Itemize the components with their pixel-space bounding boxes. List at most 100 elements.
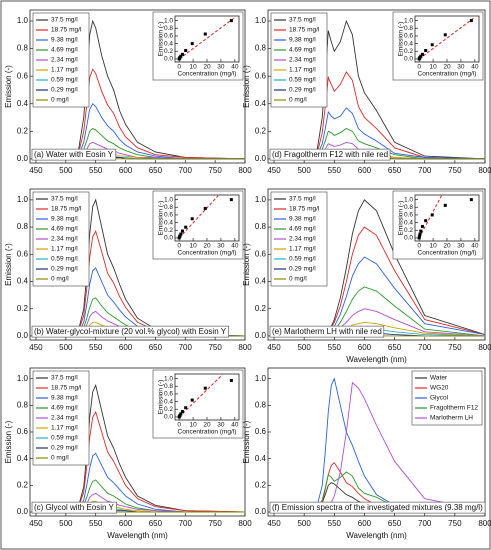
x-tick-label: 10 [429, 64, 437, 71]
panel-title-box [269, 148, 391, 161]
panel-title: (b) Water-glycol-mixture (20 vol.% glyco… [34, 327, 227, 336]
plot-frame [267, 367, 486, 517]
x-axis-label: Concentration (mg/l) [178, 429, 237, 436]
spectrum-line [274, 71, 485, 160]
y-tick-label: 0.4 [255, 99, 267, 108]
fit-line [178, 17, 236, 60]
x-tick-label: 750 [448, 519, 462, 528]
panel-title-box [269, 325, 385, 338]
data-point [419, 229, 423, 233]
y-tick-label: 1.0 [17, 374, 29, 383]
inset-frame [414, 194, 480, 242]
x-tick-label: 650 [149, 166, 163, 175]
legend-label: 18.75 mg/l [51, 385, 82, 392]
panel-title: (f) Emission spectra of the investigated… [272, 503, 483, 512]
legend-label: 4.69 mg/l [51, 226, 78, 233]
legend-box [32, 12, 90, 108]
x-tick-label: 450 [267, 166, 281, 175]
data-point [229, 379, 233, 383]
data-point [229, 19, 233, 23]
y-tick-label: 0.0 [404, 56, 413, 63]
legend-label: 2.34 mg/l [289, 236, 316, 243]
inset: 0.00.20.40.60.81.0 0 10 20 30 40 Emission (-) C… [152, 190, 244, 260]
y-tick-label: 1.0 [164, 196, 173, 203]
y-tick-label: 1.0 [164, 17, 173, 24]
inset: 0.00.20.40.60.81.0 0 10 20 30 40 Emission (-) C… [152, 369, 244, 439]
y-tick-label: 0.4 [164, 40, 173, 47]
legend-label: 1.17 mg/l [289, 246, 316, 253]
data-point [203, 386, 207, 390]
panel-title-box [31, 148, 117, 161]
y-axis-label: Emission (-) [242, 243, 251, 286]
y-tick-label: 1.0 [404, 17, 413, 24]
x-tick-label: 10 [429, 243, 437, 250]
y-axis-label: Emission (-) [4, 243, 13, 286]
x-tick-label: 750 [208, 166, 222, 175]
x-tick-label: 600 [119, 519, 133, 528]
x-tick-label: 800 [478, 519, 491, 528]
legend-label: 1.17 mg/l [51, 67, 78, 74]
y-tick-label: 0.8 [255, 222, 267, 231]
x-tick-label: 800 [478, 343, 491, 352]
legend-label: 37.5 mg/l [51, 196, 78, 203]
fit-line [178, 195, 219, 239]
y-tick-label: 0.4 [255, 454, 267, 463]
data-point [430, 213, 434, 217]
y-axis-label: Emission (-) [158, 201, 165, 236]
y-tick-label: 0.6 [17, 249, 29, 258]
x-tick-label: 500 [297, 519, 311, 528]
x-tick-label: 0 [417, 64, 421, 71]
y-axis-label: Emission (-) [242, 65, 251, 108]
x-tick-label: 20 [203, 64, 211, 71]
spectrum-line [35, 68, 245, 160]
y-tick-label: 0.4 [17, 454, 29, 463]
panel-title: (c) Glycol with Eosin Y [34, 503, 115, 512]
x-tick-label: 10 [189, 64, 197, 71]
x-tick-label: 550 [89, 343, 103, 352]
legend-label: 4.69 mg/l [51, 47, 78, 54]
x-tick-label: 40 [231, 243, 239, 250]
y-tick-label: 0.0 [17, 154, 29, 163]
y-tick-label: 0.8 [255, 44, 267, 53]
inset-frame [174, 194, 240, 242]
y-tick-label: 0.2 [17, 480, 29, 489]
data-point [424, 219, 428, 223]
x-tick-label: 550 [89, 166, 103, 175]
x-tick-label: 450 [29, 519, 43, 528]
legend-label: Marlotherm LH [430, 415, 473, 422]
data-point [184, 49, 188, 52]
legend-label: 18.75 mg/l [51, 206, 82, 213]
y-tick-label: 0.6 [255, 71, 267, 80]
legend-label: 0.29 mg/l [289, 266, 316, 273]
x-tick-label: 500 [297, 166, 311, 175]
panel-title-box [31, 325, 230, 338]
x-tick-label: 0 [417, 243, 421, 250]
y-tick-label: 0.2 [164, 406, 173, 413]
y-tick-label: 0.6 [404, 212, 413, 219]
y-tick-label: 0.0 [255, 507, 267, 516]
y-tick-label: 0.8 [17, 44, 29, 53]
legend-label: Glycol [430, 395, 449, 402]
y-axis-label: Emission (-) [158, 22, 165, 57]
data-point [418, 232, 422, 236]
x-tick-label: 750 [448, 166, 462, 175]
data-point [180, 410, 184, 414]
y-tick-label: 0.0 [404, 235, 413, 242]
y-tick-label: 0.8 [164, 204, 173, 211]
data-point [203, 32, 207, 36]
x-tick-label: 800 [238, 343, 252, 352]
y-tick-label: 0.8 [17, 222, 29, 231]
y-tick-label: 0.0 [17, 331, 29, 340]
x-tick-label: 450 [267, 519, 281, 528]
y-tick-label: 0.6 [164, 33, 173, 40]
y-tick-label: 1.0 [404, 196, 413, 203]
data-point [419, 54, 423, 58]
legend-label: 4.69 mg/l [289, 47, 316, 54]
y-tick-label: 0.2 [17, 304, 29, 313]
y-tick-label: 0.2 [255, 480, 267, 489]
data-point [443, 203, 447, 207]
y-tick-label: 0.2 [164, 227, 173, 234]
x-tick-label: 30 [217, 64, 225, 71]
y-tick-label: 1.0 [17, 195, 29, 204]
y-tick-label: 0.4 [17, 277, 29, 286]
